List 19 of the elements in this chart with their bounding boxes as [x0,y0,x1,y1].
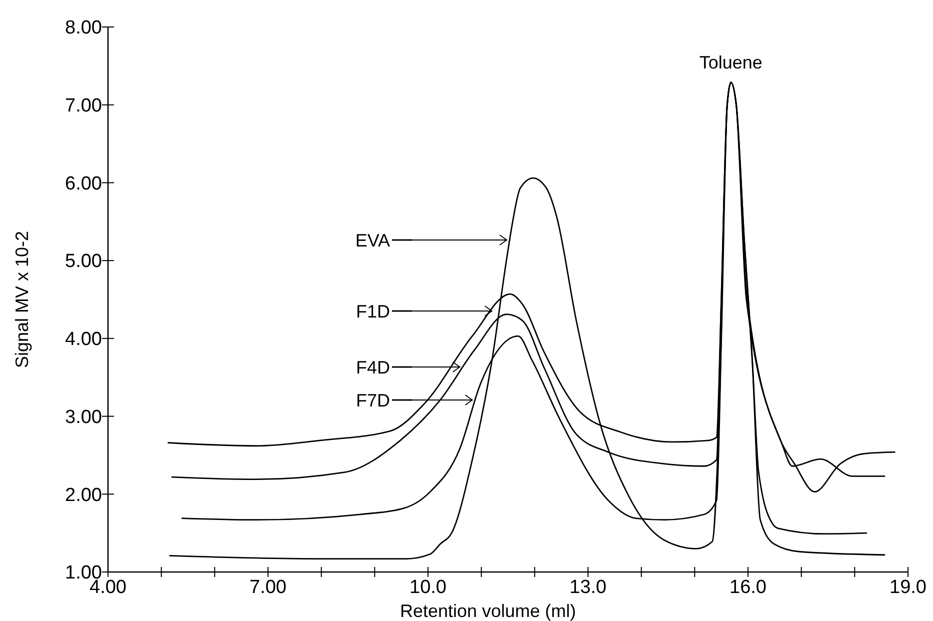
y-tick-label: 4.00 [65,329,102,350]
y-axis-title: Signal MV x 10-2 [12,230,32,368]
legend-label: F4D [356,357,390,378]
legend-label: F1D [356,301,390,322]
y-tick-label: 6.00 [65,173,102,194]
x-tick-label: 16.0 [730,577,766,598]
y-tick-label: 2.00 [65,484,102,506]
x-tick-label: 19.0 [890,577,926,598]
legend-label: EVA [355,230,390,250]
x-tick-label: 7.00 [250,577,286,598]
y-tick-label: 7.00 [65,96,102,117]
y-tick-label: 5.00 [65,251,102,272]
x-tick-label: 13.0 [570,577,606,598]
x-axis-title: Retention volume (ml) [400,601,576,621]
y-tick-label: 8.00 [65,18,102,39]
legend-label: F7D [356,390,390,410]
x-tick-label: 10.0 [410,577,446,598]
annotation: Toluene [699,52,762,72]
y-tick-label: 3.00 [65,406,102,428]
